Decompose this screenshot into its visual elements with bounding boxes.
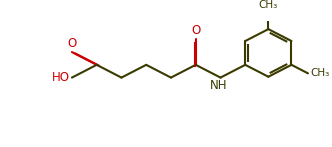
Text: O: O (191, 24, 200, 37)
Text: CH₃: CH₃ (259, 0, 278, 10)
Text: O: O (67, 37, 77, 50)
Text: HO: HO (52, 71, 70, 84)
Text: CH₃: CH₃ (310, 68, 329, 78)
Text: NH: NH (210, 79, 227, 92)
